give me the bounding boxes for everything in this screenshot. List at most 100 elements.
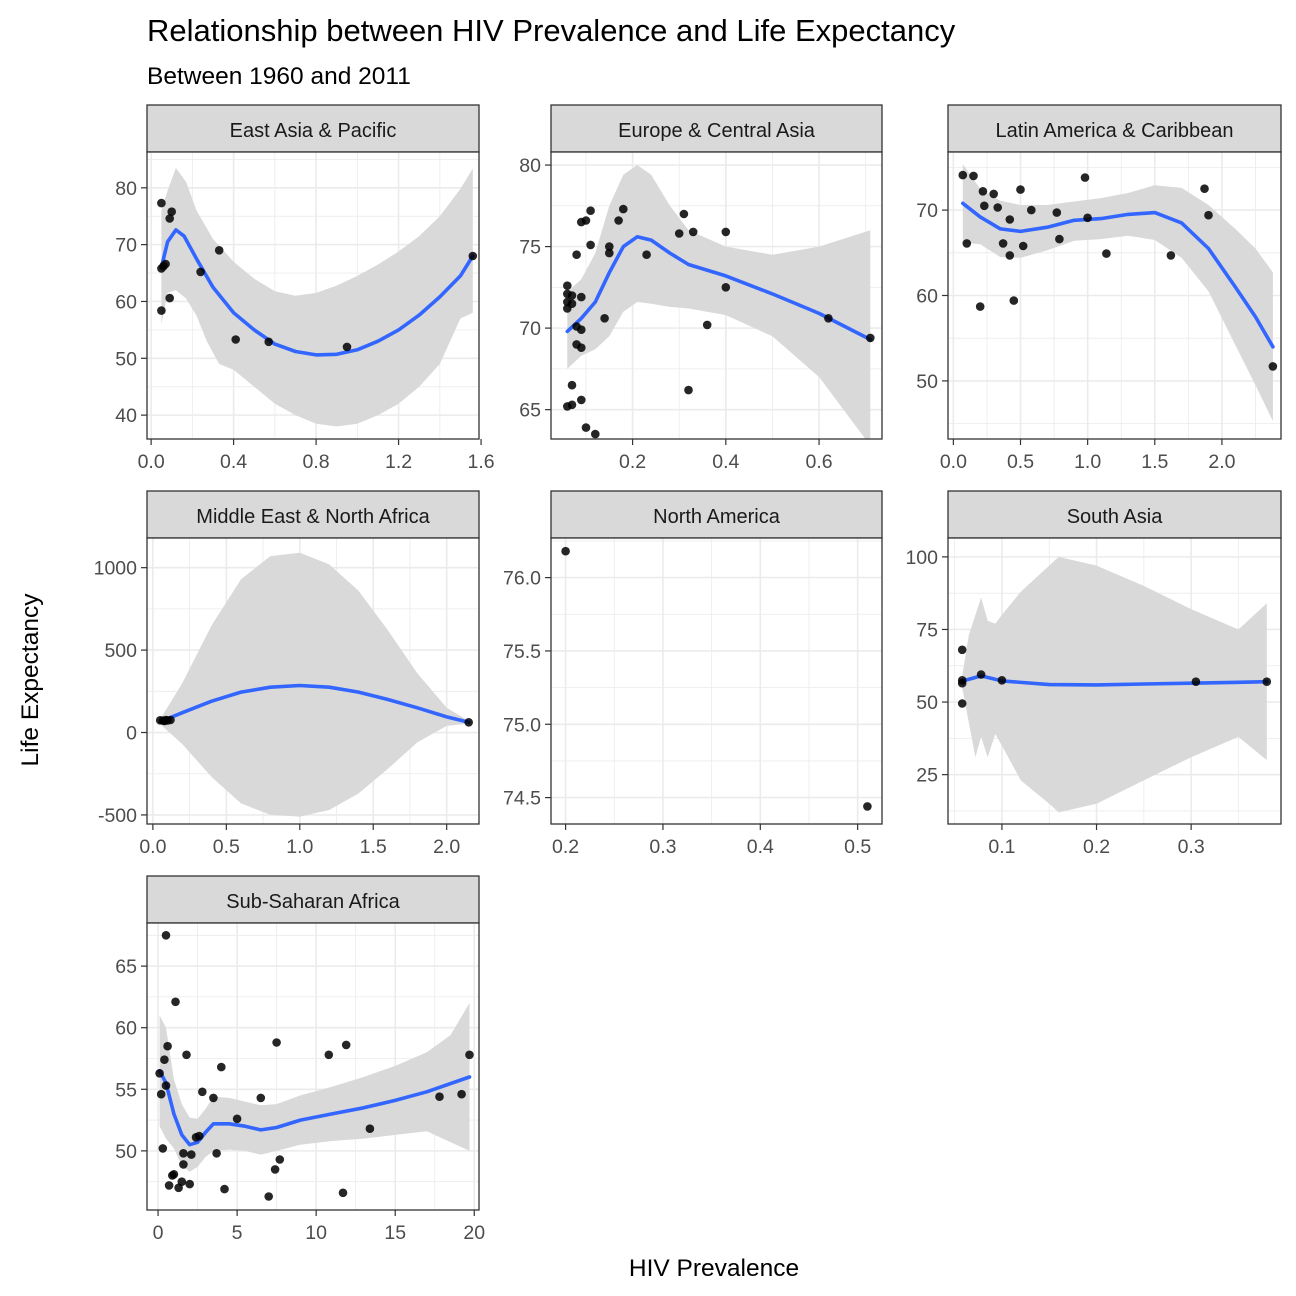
facet-strip xyxy=(947,104,1282,153)
data-point xyxy=(581,216,591,225)
data-point xyxy=(270,1165,280,1174)
data-point xyxy=(586,206,595,215)
data-point xyxy=(969,171,978,181)
data-point xyxy=(679,209,689,219)
data-point xyxy=(1018,241,1028,251)
x-tick-label: 15 xyxy=(384,1222,406,1244)
y-tick-label: 80 xyxy=(519,155,541,177)
data-point xyxy=(365,1124,375,1133)
data-point xyxy=(468,251,478,261)
data-point xyxy=(591,429,600,439)
data-point xyxy=(214,246,224,255)
data-point xyxy=(997,676,1007,685)
y-tick-label: 50 xyxy=(115,1141,137,1163)
plot-area xyxy=(561,546,872,811)
data-point xyxy=(563,281,572,291)
x-tick-label: 1.5 xyxy=(360,836,387,858)
x-tick-label: 0 xyxy=(153,1222,164,1244)
facet-strip xyxy=(550,490,883,539)
smooth-line xyxy=(158,683,471,725)
y-tick-label: 50 xyxy=(916,692,938,714)
data-point xyxy=(464,718,474,727)
data-point xyxy=(155,1069,164,1078)
data-point xyxy=(976,670,986,679)
data-point xyxy=(980,201,989,211)
x-tick-label: 0.3 xyxy=(649,836,676,858)
x-tick-label: 1.2 xyxy=(385,451,412,473)
data-point xyxy=(177,1177,187,1186)
facet-strip-label: South Asia xyxy=(1067,506,1164,528)
x-tick-label: 1.6 xyxy=(468,451,495,473)
panel-north-america: North America 0.2 0.3 0.4 0.5 74.5 75.0 75.5 76.… xyxy=(503,490,883,858)
plot-area xyxy=(958,164,1278,422)
x-tick-label: 0.6 xyxy=(806,451,833,473)
y-tick-label: 500 xyxy=(104,640,137,662)
panel-border xyxy=(146,537,480,825)
chart-subtitle: Between 1960 and 2011 xyxy=(147,63,411,90)
x-tick-label: 1.5 xyxy=(1141,451,1168,473)
data-point xyxy=(863,802,872,811)
data-point xyxy=(338,1188,348,1198)
y-tick-label: 25 xyxy=(916,765,938,787)
data-point xyxy=(975,302,985,311)
data-point xyxy=(185,1179,194,1189)
x-tick-label: 0.5 xyxy=(844,836,871,858)
data-point xyxy=(577,343,586,353)
data-point xyxy=(165,293,174,303)
data-point xyxy=(958,170,968,180)
data-point xyxy=(212,1149,221,1158)
data-point xyxy=(572,250,581,259)
y-axis-label: Life Expectancy xyxy=(17,593,44,767)
y-tick-label: 1000 xyxy=(94,558,138,580)
data-point xyxy=(1005,251,1015,260)
data-point xyxy=(619,204,628,214)
y-tick-label: 80 xyxy=(115,178,137,200)
confidence-ribbon xyxy=(159,1003,470,1172)
data-point xyxy=(171,997,180,1007)
panel-border xyxy=(146,922,480,1211)
panel-latin-america-and-caribbean: Latin America & Caribbean 0.0 0.5 1.0 1.5 2.0… xyxy=(916,104,1282,473)
x-tick-label: 0.0 xyxy=(139,836,166,858)
plot-background xyxy=(551,538,882,824)
data-point xyxy=(1080,173,1090,182)
panel-border xyxy=(947,537,1282,825)
facet-strip-label: North America xyxy=(653,506,781,528)
x-tick-label: 1.0 xyxy=(1074,451,1101,473)
y-tick-label: 65 xyxy=(519,400,541,422)
data-point xyxy=(721,227,731,237)
data-point xyxy=(194,1131,204,1141)
data-point xyxy=(824,314,833,323)
data-point xyxy=(702,320,712,330)
data-point xyxy=(1268,362,1278,371)
smooth-line xyxy=(565,235,873,342)
x-tick-label: 0.0 xyxy=(940,451,967,473)
data-point xyxy=(1016,185,1025,194)
facet-strip-label: East Asia & Pacific xyxy=(230,120,397,142)
facet-strip-label: Sub-Saharan Africa xyxy=(226,891,400,913)
data-point xyxy=(674,229,684,238)
data-point xyxy=(866,333,875,343)
data-point xyxy=(614,216,623,225)
smooth-line xyxy=(960,674,1269,687)
data-point xyxy=(567,400,577,410)
data-point xyxy=(231,335,240,344)
confidence-ribbon xyxy=(567,165,871,439)
data-point xyxy=(957,645,967,655)
data-point xyxy=(209,1093,218,1103)
y-tick-label: 55 xyxy=(115,1079,137,1101)
data-point xyxy=(688,227,698,237)
facet-strip xyxy=(947,490,1282,539)
panel-europe-and-central-asia: Europe & Central Asia 0.2 0.4 0.6 65 70 75 80 xyxy=(519,104,883,473)
data-point xyxy=(1200,184,1209,193)
panel-east-asia-and-pacific: East Asia & Pacific 0.0 0.4 0.8 1.2 1.6 40 50 60… xyxy=(115,104,495,473)
data-point xyxy=(166,715,175,725)
y-tick-label: 75 xyxy=(916,619,938,641)
data-point xyxy=(182,1050,191,1060)
data-point xyxy=(586,240,595,250)
panel-middle-east-and-north-africa: Middle East & North Africa 0.0 0.5 1.0 1.5 2.… xyxy=(94,490,480,858)
plot-area xyxy=(157,167,478,427)
y-tick-label: 60 xyxy=(916,286,938,308)
plot-area xyxy=(155,552,474,817)
x-tick-label: 2.0 xyxy=(433,836,460,858)
x-tick-label: 0.5 xyxy=(213,836,240,858)
